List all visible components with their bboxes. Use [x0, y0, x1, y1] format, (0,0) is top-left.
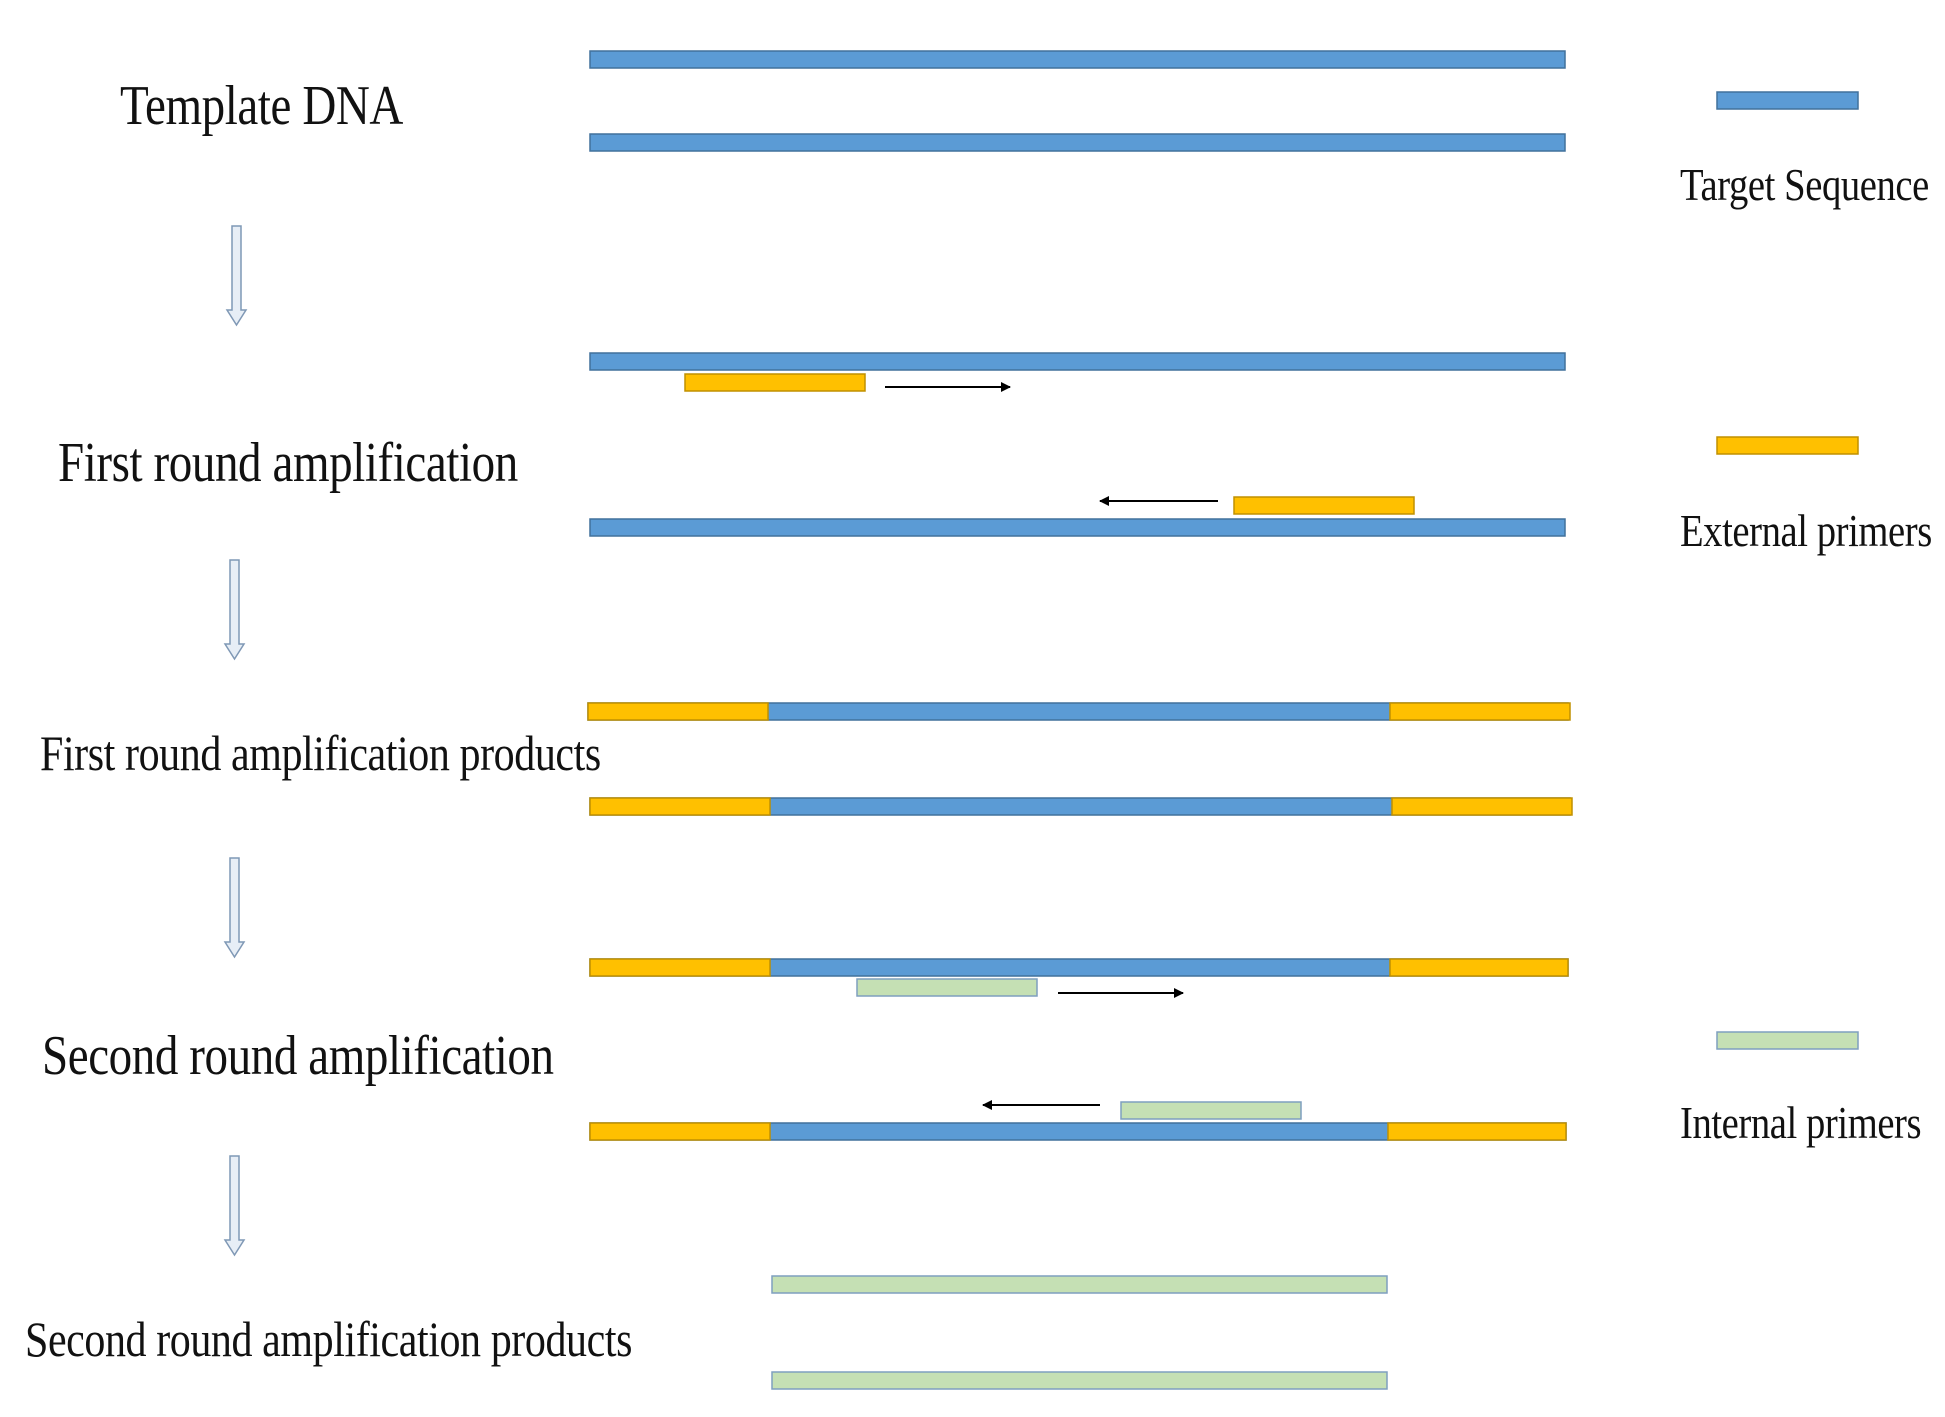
internal-primer-swatch: [1716, 1031, 1859, 1050]
external-reverse-primer: [1233, 496, 1415, 515]
second-round-products: [771, 1275, 1388, 1390]
second-round-top-left-primer: [589, 958, 771, 977]
template-strand-top: [589, 50, 1566, 69]
down-arrow-icon: [223, 559, 246, 661]
internal-reverse-primer: [1120, 1101, 1302, 1120]
first-round-strands: [589, 352, 1566, 537]
template-strand-bottom: [589, 133, 1566, 152]
product2-right-primer: [1391, 797, 1573, 816]
product2-left-primer: [589, 797, 771, 816]
external-primer-swatch: [1716, 436, 1859, 455]
second-round-bottom-right-primer: [1387, 1122, 1567, 1141]
internal-forward-primer: [856, 978, 1038, 997]
product1-left-primer: [587, 702, 769, 721]
stage-label-first-round-products: First round amplification products: [40, 725, 601, 781]
legend-swatches: [1716, 91, 1859, 1050]
legend-label-external-primers: External primers: [1680, 505, 1932, 556]
first-round-strand-top: [589, 352, 1566, 371]
final-product-top: [771, 1275, 1388, 1294]
stage-label-first-round: First round amplification: [58, 432, 518, 494]
stage-label-second-round-products: Second round amplification products: [25, 1311, 633, 1367]
first-round-strand-bottom: [589, 518, 1566, 537]
flow-arrows: [223, 225, 248, 1257]
down-arrow-icon: [225, 225, 248, 327]
second-round-bottom-left-primer: [589, 1122, 771, 1141]
second-round-top-right-primer: [1389, 958, 1569, 977]
product1-right-primer: [1389, 702, 1571, 721]
external-forward-primer: [684, 373, 866, 392]
first-round-products: [587, 702, 1573, 816]
target-sequence-swatch: [1716, 91, 1859, 110]
second-round-strands: [589, 958, 1569, 1141]
stage-label-template-dna: Template DNA: [120, 75, 403, 137]
down-arrow-icon: [223, 857, 246, 959]
legend-label-target-sequence: Target Sequence: [1680, 159, 1929, 210]
legend-label-internal-primers: Internal primers: [1680, 1097, 1922, 1148]
down-arrow-icon: [223, 1155, 246, 1257]
template-dna-strands: [589, 50, 1566, 152]
final-product-bottom: [771, 1371, 1388, 1390]
stage-label-second-round: Second round amplification: [42, 1025, 554, 1087]
